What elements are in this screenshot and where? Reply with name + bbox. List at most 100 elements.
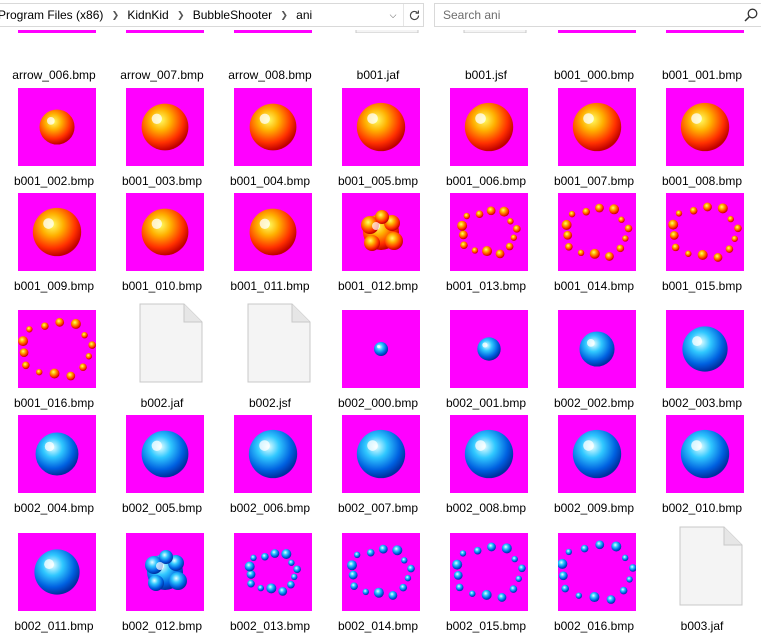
bubble-fragment <box>725 245 734 253</box>
file-name: b002_011.bmp <box>14 619 94 633</box>
file-item[interactable]: b001_009.bmp <box>0 193 108 303</box>
bubble-fragment <box>616 244 625 253</box>
bubble-image <box>361 210 403 251</box>
bubble-fragment <box>605 252 614 261</box>
breadcrumb-item-bubbleshooter[interactable]: BubbleShooter <box>192 8 273 22</box>
file-item[interactable]: b001_001.bmp <box>648 30 756 140</box>
bubble-fragment <box>401 557 408 564</box>
breadcrumb-item-program-files[interactable]: Program Files (x86) <box>0 8 104 22</box>
search-input[interactable] <box>435 8 733 22</box>
file-item[interactable]: b002_005.bmp <box>108 415 216 525</box>
chevron-right-icon[interactable]: ❯ <box>176 9 185 20</box>
bubble-image <box>464 429 514 479</box>
document-icon <box>679 526 743 606</box>
bubble-fragment <box>487 542 496 552</box>
bubble-fragment <box>270 549 280 558</box>
search-icon[interactable] <box>743 7 759 23</box>
bubble-shape <box>680 102 730 152</box>
file-item[interactable]: b002_015.bmp <box>432 533 540 636</box>
file-item[interactable]: b001_012.bmp <box>324 193 432 303</box>
file-item[interactable]: b003.jaf <box>648 526 756 636</box>
file-item[interactable]: b001_004.bmp <box>216 88 324 198</box>
bubble-highlight <box>44 559 55 570</box>
file-item[interactable]: b002_001.bmp <box>432 310 540 420</box>
file-item[interactable]: b002.jsf <box>216 303 324 420</box>
file-name: b002_014.bmp <box>337 619 419 633</box>
address-history-dropdown[interactable]: ⌵ <box>384 4 402 26</box>
file-item[interactable]: b002_000.bmp <box>324 310 432 420</box>
bubble-fragment <box>85 353 93 360</box>
file-item[interactable]: arrow_008.bmp <box>216 30 324 140</box>
bubble-fragment <box>378 544 388 554</box>
bubble-fragment <box>261 552 269 561</box>
file-item[interactable]: b002_002.bmp <box>540 310 648 420</box>
breadcrumb-item-kidnkid[interactable]: KidnKid <box>127 8 169 22</box>
file-item[interactable]: b002_014.bmp <box>324 533 432 636</box>
file-item[interactable]: b001_000.bmp <box>540 30 648 140</box>
file-name: b002_000.bmp <box>337 396 419 410</box>
file-item[interactable]: b002.jaf <box>108 303 216 420</box>
chevron-right-icon[interactable]: ❯ <box>111 9 120 20</box>
file-item[interactable]: b002_013.bmp <box>216 533 324 636</box>
file-item[interactable]: b001_013.bmp <box>432 193 540 303</box>
file-item[interactable]: b001_014.bmp <box>540 193 648 303</box>
bitmap-thumbnail <box>234 533 312 611</box>
file-item[interactable]: b002_012.bmp <box>108 533 216 636</box>
bubble-fragment <box>66 371 76 381</box>
bubble-fragment <box>250 554 257 562</box>
bubble-fragment <box>459 550 467 557</box>
file-item[interactable]: b002_009.bmp <box>540 415 648 525</box>
file-item[interactable]: b001_016.bmp <box>0 310 108 420</box>
file-item[interactable]: b002_003.bmp <box>648 310 756 420</box>
file-item[interactable]: b001_010.bmp <box>108 193 216 303</box>
bubble-fragment <box>79 363 87 372</box>
file-item[interactable]: arrow_006.bmp <box>0 30 108 140</box>
bubble-highlight <box>482 342 488 348</box>
bubble-shape <box>477 337 501 361</box>
file-name: b001.jaf <box>356 68 400 82</box>
file-item[interactable]: b001.jsf <box>432 30 540 140</box>
file-item[interactable]: b001_007.bmp <box>540 88 648 198</box>
document-page <box>679 526 743 606</box>
file-item[interactable]: b002_016.bmp <box>540 533 648 636</box>
file-item[interactable]: b001_005.bmp <box>324 88 432 198</box>
file-name: b001_016.bmp <box>13 396 95 410</box>
file-item[interactable]: b001_008.bmp <box>648 88 756 198</box>
chevron-right-icon[interactable]: ❯ <box>280 9 288 20</box>
bitmap-thumbnail <box>342 415 420 493</box>
file-item[interactable]: b001_015.bmp <box>648 193 756 303</box>
bubble-image <box>39 109 75 145</box>
file-item[interactable]: b001.jaf <box>324 30 432 140</box>
file-item[interactable]: b002_007.bmp <box>324 415 432 525</box>
search-box[interactable] <box>434 3 761 27</box>
file-item[interactable]: b002_011.bmp <box>0 533 108 636</box>
bubble-fragment <box>589 592 600 603</box>
bitmap-thumbnail <box>666 193 744 271</box>
bitmap-thumbnail <box>18 88 96 166</box>
bubble-highlight <box>692 336 703 347</box>
file-item[interactable]: b002_006.bmp <box>216 415 324 525</box>
bubble-fragment <box>471 247 479 254</box>
file-item[interactable]: b002_010.bmp <box>648 415 756 525</box>
breadcrumb-item-ani[interactable]: ani <box>296 8 313 22</box>
refresh-button[interactable] <box>403 4 424 26</box>
bubble-fragment <box>507 218 514 225</box>
file-item[interactable]: b001_006.bmp <box>432 88 540 198</box>
bubble-fragment <box>293 565 301 574</box>
bitmap-thumbnail <box>558 193 636 271</box>
bubble-fragment <box>407 564 415 573</box>
file-item[interactable]: b002_008.bmp <box>432 415 540 525</box>
file-item[interactable]: b001_011.bmp <box>216 193 324 303</box>
bitmap-thumbnail <box>450 533 528 611</box>
bitmap-thumbnail <box>558 310 636 388</box>
bitmap-thumbnail <box>558 533 636 611</box>
breadcrumb[interactable]: Program Files (x86) ❯ KidnKid ❯ BubbleSh… <box>0 3 424 27</box>
file-item[interactable]: b001_002.bmp <box>0 88 108 198</box>
file-item[interactable]: arrow_007.bmp <box>108 30 216 140</box>
file-name: b001_002.bmp <box>13 174 95 188</box>
file-item[interactable]: b001_003.bmp <box>108 88 216 198</box>
file-item[interactable]: b002_004.bmp <box>0 415 108 525</box>
bubble-fragment <box>582 207 590 216</box>
bubble-shape <box>249 103 297 151</box>
bubble-image <box>356 429 406 479</box>
